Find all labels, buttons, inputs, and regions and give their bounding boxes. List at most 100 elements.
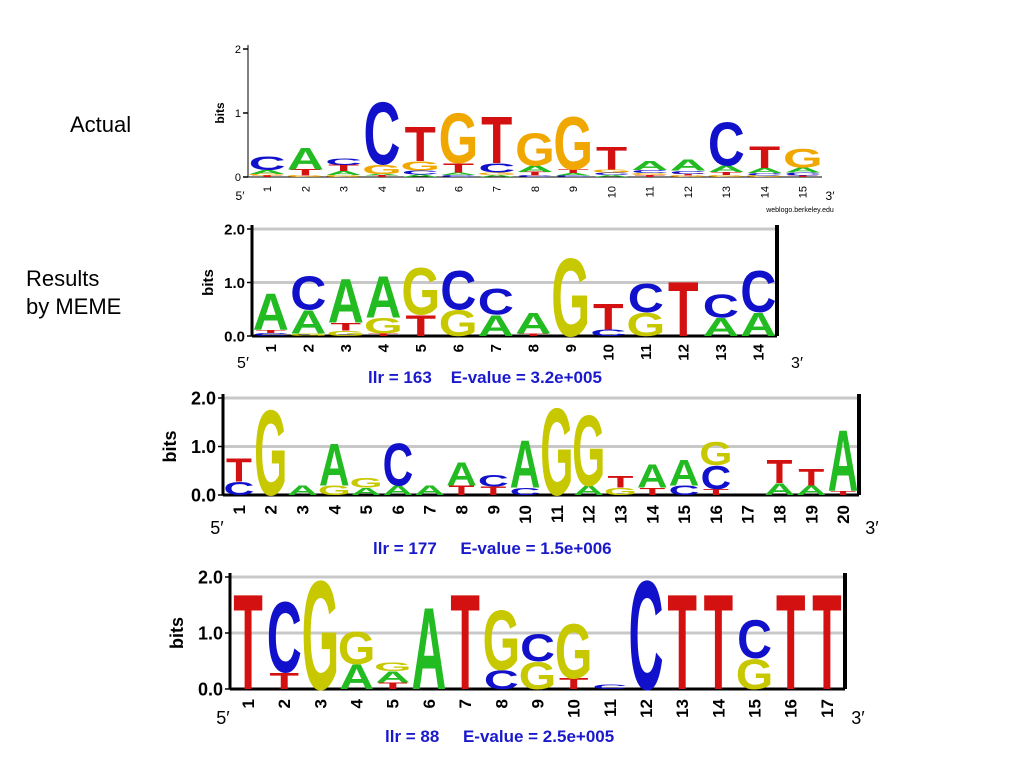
letter-C: C <box>670 170 707 175</box>
letter-A: A <box>402 174 439 178</box>
letter-T: T <box>776 566 805 718</box>
letter-C: C <box>325 157 362 167</box>
letter-G: G <box>745 174 785 177</box>
letter-T: T <box>252 174 283 177</box>
position-label: 11 <box>548 505 567 523</box>
y-tick-label: 2.0 <box>224 221 245 238</box>
position-label: 4 <box>348 698 367 708</box>
letter-A: A <box>339 657 374 696</box>
position-label: 13 <box>673 699 692 718</box>
position-label: 6 <box>453 186 465 192</box>
letter-G: G <box>626 306 665 344</box>
letter-T: T <box>667 566 696 718</box>
actual-label-text: Actual <box>70 112 132 137</box>
position-label: 7 <box>488 344 505 352</box>
letter-T: T <box>480 484 506 498</box>
letter-T: T <box>812 566 841 718</box>
position-label: 1 <box>230 505 249 514</box>
letter-C: C <box>478 160 515 175</box>
letter-C: C <box>383 432 414 499</box>
y-tick-label: 0 <box>235 172 241 184</box>
three-prime-label: 3′ <box>851 708 865 728</box>
letter-T: T <box>767 453 793 491</box>
letter-C: C <box>703 287 739 325</box>
results-label-line1: Results <box>26 266 100 291</box>
position-label: 8 <box>530 186 542 192</box>
letter-C: C <box>520 626 555 669</box>
letter-T: T <box>672 173 703 176</box>
position-label: 8 <box>492 699 511 708</box>
letter-A: A <box>515 307 551 340</box>
position-label: 9 <box>568 186 580 192</box>
letter-T: T <box>270 669 299 695</box>
y-axis-label: bits <box>167 617 187 649</box>
position-label: 19 <box>802 505 821 524</box>
letter-A: A <box>478 174 515 177</box>
letter-T: T <box>593 297 624 338</box>
five-prime-label: 5′ <box>216 708 230 728</box>
position-label: 16 <box>707 505 726 524</box>
letter-T: T <box>639 486 665 497</box>
letter-G: G <box>783 143 823 173</box>
y-tick-label: 2.0 <box>198 567 223 587</box>
letter-A: A <box>740 306 776 344</box>
letter-C: C <box>478 471 509 490</box>
letter-T: T <box>405 117 436 172</box>
letter-C: C <box>267 580 302 694</box>
position-label: 9 <box>563 344 580 352</box>
letter-C: C <box>629 550 664 723</box>
letter-G: G <box>630 173 670 176</box>
letter-A: A <box>253 283 289 341</box>
stats-meme-1: llr = 163 E-value = 3.2e+005 <box>368 368 602 387</box>
position-label: 10 <box>601 344 618 361</box>
letter-G: G <box>318 483 351 498</box>
letter-C: C <box>592 684 627 691</box>
letter-T: T <box>711 171 742 176</box>
stats-meme-3: llr = 88 E-value = 2.5e+005 <box>385 727 615 746</box>
letter-A: A <box>637 458 668 496</box>
position-label: 1 <box>239 699 258 708</box>
position-label: 12 <box>676 344 693 361</box>
letter-T: T <box>450 566 479 718</box>
letter-C: C <box>740 258 776 325</box>
position-label: 11 <box>638 344 655 360</box>
letter-C: C <box>249 153 286 175</box>
letter-A: A <box>325 170 362 176</box>
letter-A: A <box>593 174 630 177</box>
letter-T: T <box>255 329 286 334</box>
letter-A: A <box>631 159 668 173</box>
letter-A: A <box>478 309 514 342</box>
letter-G: G <box>477 172 517 176</box>
position-label: 2 <box>301 344 318 352</box>
position-label: 11 <box>601 699 620 717</box>
position-label: 3 <box>338 344 355 352</box>
letter-G: G <box>247 173 287 176</box>
letter-G: G <box>515 125 555 176</box>
letter-A: A <box>375 668 410 685</box>
letter-G: G <box>374 661 412 674</box>
position-label: 9 <box>528 699 547 708</box>
position-label: 13 <box>721 186 733 198</box>
letter-G: G <box>254 387 287 522</box>
letter-A: A <box>287 483 318 498</box>
y-tick-label: 2.0 <box>191 388 216 408</box>
position-label: 4 <box>325 504 344 514</box>
letter-A: A <box>703 313 739 342</box>
letter-T: T <box>558 168 589 174</box>
letter-T: T <box>704 566 733 718</box>
position-label: 4 <box>376 343 393 352</box>
letter-A: A <box>290 303 326 341</box>
position-label: 13 <box>713 344 730 361</box>
letter-T: T <box>405 309 436 342</box>
position-label: 5 <box>357 505 376 514</box>
letter-C: C <box>555 174 592 177</box>
letter-T: T <box>290 168 321 178</box>
letter-T: T <box>443 160 474 175</box>
letter-C: C <box>484 665 519 695</box>
position-label: 14 <box>643 504 662 523</box>
position-label: 8 <box>526 344 543 352</box>
letter-G: G <box>302 550 340 723</box>
letter-A: A <box>383 483 414 498</box>
